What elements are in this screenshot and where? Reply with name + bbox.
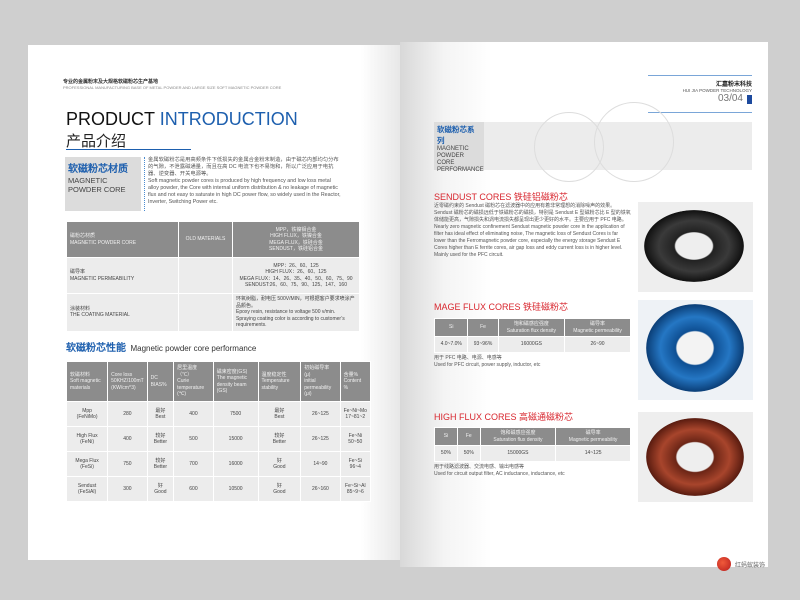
table-row: Mpp (FeNiMo) 280 最好 Best 400 7500 最好 Best 26~1… (65, 401, 372, 427)
materials-table: 磁粉芯材质 MAGNETIC POWDER CORE OLD MATERIALS M… (66, 221, 360, 332)
logo-icon (717, 557, 731, 571)
sendust-desc: 近零磁约束的 Sendust 磁粉芯在滤波器中的应用有着非常理想的消除噪声的效果… (434, 203, 631, 258)
page-title: PRODUCT INTRODUCTION (66, 109, 298, 129)
table-row: 磁导率 MAGNETIC PERMEABILITY MPP：26、60、125 H… (66, 257, 360, 294)
left-page: 专业的金属粉末及大规格软磁粉芯生产基地 PROFESSIONAL MANUFAC… (28, 45, 406, 560)
mage-title: MAGE FLUX CORES 铁硅磁粉芯 (434, 302, 569, 312)
high-flux-core-image (646, 418, 744, 496)
page-number: 03/04 (717, 93, 743, 104)
sendust-title: SENDUST CORES 铁硅铝磁粉芯 (434, 192, 568, 202)
mage-core-image (646, 304, 744, 392)
logo-text: 红蚂蚁装饰 (735, 563, 766, 569)
mage-table: Si Fe 饱和磁感应强度 Saturation flux density 磁导率 M… (433, 318, 631, 353)
table-row: Mega Flux (FeSi) 750 较好 Better 700 16000 好 Go… (65, 451, 372, 477)
page-title-cn: 产品介绍 (66, 133, 127, 150)
material-desc: 金属软磁粉芯是用高频条件下低损失的金属合金粉末制造，由于磁芯内部均匀分布的气隙，… (148, 157, 341, 205)
table-row: 涂装材料 THE COATING MATERIAL 环氧树脂，耐电压 500V/M… (66, 293, 360, 332)
right-page: 汇嘉粉末科技 HUI JIA POWDER TECHNOLOGY 03/04 软… (400, 42, 768, 567)
performance-title: 软磁粉芯性能 Magnetic powder core performance (66, 343, 257, 354)
brand-header: 汇嘉粉末科技 HUI JIA POWDER TECHNOLOGY 03/04 (648, 75, 752, 113)
high-flux-table: Si Fe 饱和磁感应强度 Saturation flux density 磁导率 M… (434, 427, 631, 462)
high-flux-title: HIGH FLUX CORES 高磁通磁粉芯 (434, 412, 574, 422)
series-banner: 软磁粉芯系列 MAGNETIC POWDER CORE PERFORMANCE (434, 102, 752, 182)
table-row: High Flux (FeNi) 400 较好 Better 500 15000 较好 B… (65, 426, 372, 452)
header-cn: 专业的金属粉末及大规格软磁粉芯生产基地 (63, 79, 159, 85)
material-box: 软磁粉芯材质 MAGNETIC POWDER CORE (65, 157, 141, 211)
table-row: Sendust (FeSiAl) 300 好 Good 600 10500 好 Good 2… (65, 476, 372, 502)
table-row: 50% 50% 15000GS 14~125 (434, 445, 631, 462)
title-underline (66, 149, 191, 150)
performance-table: 软磁材料 Soft magnetic materials Core loss 50… (65, 361, 372, 502)
header-en: PROFESSIONAL MANUFACTURING BASE OF METAL… (63, 85, 282, 90)
table-row: 4.0~7.0% 93~96% 16000GS 26~90 (433, 336, 631, 353)
sendust-core-image (644, 210, 744, 282)
